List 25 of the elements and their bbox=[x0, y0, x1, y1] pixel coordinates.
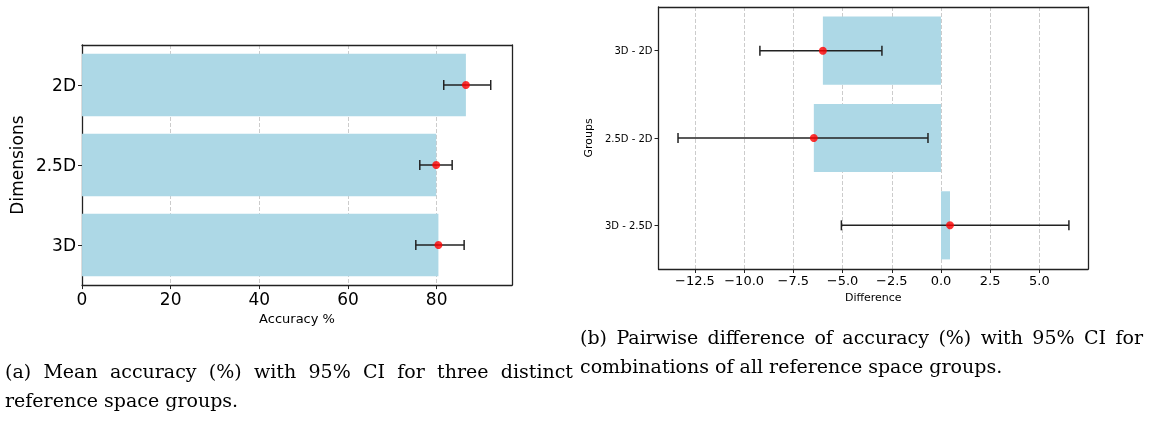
x-tick-label: 0 bbox=[76, 288, 88, 309]
x-tick-label: 80 bbox=[425, 288, 448, 309]
x-tick-label: 0.0 bbox=[930, 273, 952, 288]
x-tick-label: −10.0 bbox=[724, 273, 765, 288]
x-tick-label: −2.5 bbox=[875, 273, 908, 288]
y-tick-label: 2.5D bbox=[35, 155, 77, 176]
y-tick-label: 2D bbox=[52, 75, 77, 96]
y-tick-label: 3D - 2.5D bbox=[604, 219, 653, 231]
x-tick-label: 20 bbox=[159, 288, 182, 309]
x-axis-title: Accuracy % bbox=[259, 311, 335, 326]
text: (a) Mean accuracy (%) with 95% CI for three distinct reference space groups. bbox=[5, 359, 573, 413]
y-axis-title: Groups bbox=[582, 118, 595, 158]
x-tick-label: 5.0 bbox=[1029, 273, 1050, 288]
y-axis-title: Dimensions bbox=[6, 115, 27, 215]
x-tick-label: 2.5 bbox=[979, 273, 1001, 288]
x-tick-label: 60 bbox=[337, 288, 359, 309]
y-tick-label: 2.5D - 2D bbox=[604, 132, 653, 144]
y-tick-label: 3D bbox=[52, 235, 77, 256]
x-tick-label: 40 bbox=[248, 288, 271, 309]
text: (b) Pairwise difference of accuracy (%) with 95% CI for combinations of all reference space groups. bbox=[580, 325, 1143, 379]
y-tick-label: 3D - 2D bbox=[614, 45, 653, 57]
x-tick-label: −12.5 bbox=[675, 273, 715, 288]
x-tick-label: −7.5 bbox=[777, 273, 810, 288]
x-axis-title: Difference bbox=[844, 290, 902, 304]
x-tick-label: −5.0 bbox=[826, 273, 859, 288]
